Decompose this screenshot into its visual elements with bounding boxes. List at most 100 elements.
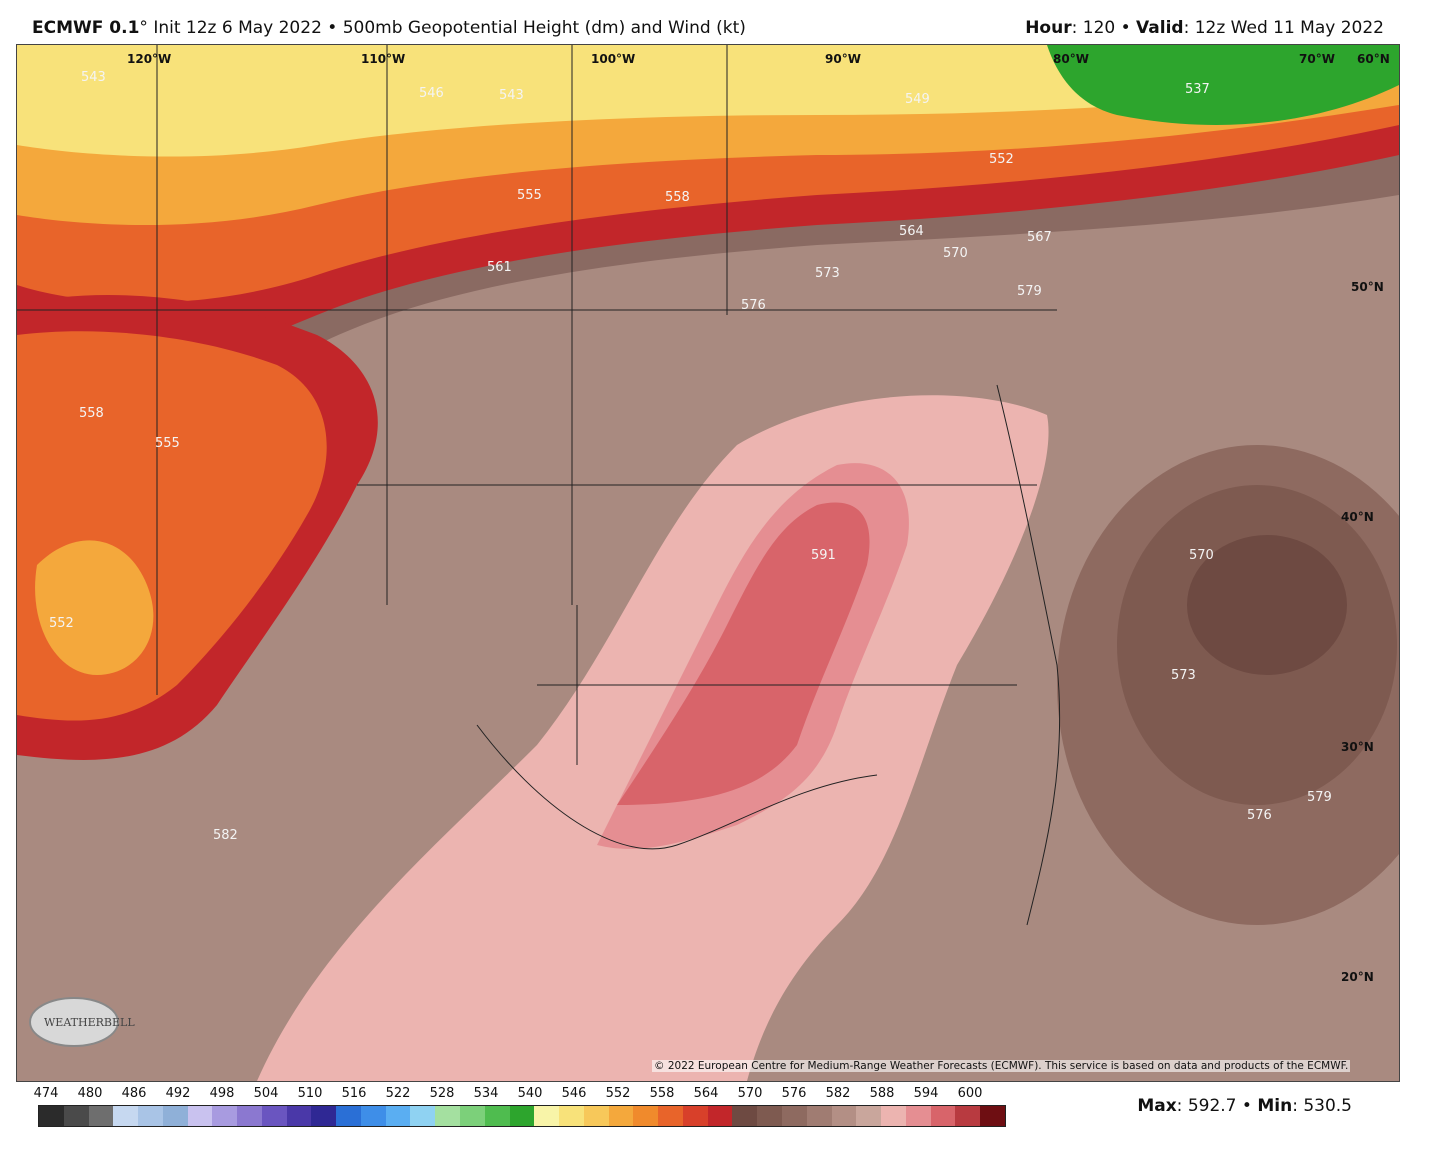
legend-swatch: [509, 1106, 535, 1126]
ridge-core: [617, 502, 870, 805]
legend-swatch: [905, 1106, 931, 1126]
legend-swatch: [138, 1106, 163, 1126]
legend-swatch: [435, 1106, 461, 1126]
lon-label-70w: 70°W: [1299, 52, 1335, 66]
contour-label-570-east: 570: [1189, 548, 1214, 563]
copyright-notice: © 2022 European Centre for Medium-Range …: [652, 1060, 1351, 1072]
contour-label-552: 552: [989, 152, 1014, 167]
trough-core: [35, 540, 154, 675]
legend-swatch: [781, 1106, 807, 1126]
contour-label-564: 564: [899, 224, 924, 239]
max-value: 592.7: [1187, 1096, 1237, 1116]
legend-swatch: [707, 1106, 733, 1126]
valid-separator: •: [1120, 18, 1131, 38]
lon-label-80w: 80°W: [1053, 52, 1089, 66]
legend-swatch: [757, 1106, 782, 1126]
contour-label-537: 537: [1185, 82, 1210, 97]
legend-swatch: [930, 1106, 956, 1126]
legend-swatch: [187, 1106, 213, 1126]
legend-swatch: [261, 1106, 287, 1126]
lon-label-120w: 120°W: [127, 52, 171, 66]
legend-tick-label: 564: [693, 1086, 719, 1101]
legend-swatch: [113, 1106, 139, 1126]
contour-label-546: 546: [419, 86, 444, 101]
hour-value: 120: [1082, 18, 1116, 38]
legend-swatch: [63, 1106, 89, 1126]
contour-label-579-east: 579: [1307, 790, 1332, 805]
legend-swatch: [88, 1106, 114, 1126]
legend-swatch: [608, 1106, 634, 1126]
legend-swatch: [583, 1106, 609, 1126]
legend-tick-label: 588: [869, 1086, 895, 1101]
contour-label-558: 558: [665, 190, 690, 205]
max-label: Max: [1137, 1096, 1177, 1116]
legend-swatch: [806, 1106, 832, 1126]
legend-tick-label: 528: [429, 1086, 455, 1101]
stats-separator: •: [1241, 1096, 1252, 1116]
color-legend: 474 480 486 492 498 504 510 516 522 528 534 540 546 5…: [34, 1086, 1006, 1127]
legend-swatch: [237, 1106, 262, 1126]
legend-swatch: [732, 1106, 758, 1126]
legend-tick-label: 498: [209, 1086, 235, 1101]
min-value: 530.5: [1303, 1096, 1352, 1116]
contour-label-573: 573: [815, 266, 840, 281]
lat-label-60n: 60°N: [1357, 52, 1390, 66]
legend-tick-label: 582: [825, 1086, 851, 1101]
valid-label: Valid: [1136, 18, 1184, 38]
legend-swatch: [831, 1106, 857, 1126]
legend-tick-label: 546: [561, 1086, 587, 1101]
legend-swatch: [980, 1106, 1005, 1126]
min-label: Min: [1257, 1096, 1293, 1116]
contour-label-558-west: 558: [79, 406, 104, 421]
legend-swatch: [633, 1106, 659, 1126]
product-name: 500mb Geopotential Height (dm) and Wind …: [342, 18, 746, 38]
contour-label-555: 555: [517, 188, 542, 203]
max-min-readout: Max: 592.7 • Min: 530.5: [1137, 1096, 1352, 1116]
legend-swatch: [955, 1106, 981, 1126]
legend-tick-label: 492: [165, 1086, 191, 1101]
contour-label-573-east: 573: [1171, 668, 1196, 683]
legend-swatch: [336, 1106, 361, 1126]
title-bar: ECMWF 0.1° Init 12z 6 May 2022 • 500mb G…: [32, 14, 1384, 42]
legend-swatch: [39, 1106, 64, 1126]
legend-tick-labels: 474 480 486 492 498 504 510 516 522 528 534 540 546 5…: [34, 1086, 1006, 1103]
model-name: ECMWF 0.1: [32, 18, 140, 38]
legend-swatch: [460, 1106, 485, 1126]
init-time: Init 12z 6 May 2022: [153, 18, 322, 38]
legend-swatch: [534, 1106, 560, 1126]
logo-text: WEATHERBELL: [44, 1016, 135, 1029]
legend-tick-label: 540: [517, 1086, 543, 1101]
low-core: [1187, 535, 1347, 675]
weatherbell-logo: WEATHERBELL: [29, 997, 135, 1047]
contour-label-591: 591: [811, 548, 836, 563]
band-546: [17, 45, 1399, 157]
weather-map: 120°W 110°W 100°W 90°W 80°W 70°W 60°N 50…: [16, 44, 1400, 1082]
legend-tick-label: 504: [253, 1086, 279, 1101]
legend-tick-label: 570: [737, 1086, 763, 1101]
lon-label-90w: 90°W: [825, 52, 861, 66]
map-graphic: 120°W 110°W 100°W 90°W 80°W 70°W 60°N 50…: [17, 45, 1399, 1081]
boundaries: [17, 45, 1061, 926]
lat-label-20n: 20°N: [1341, 970, 1374, 984]
contour-label-579: 579: [1017, 284, 1042, 299]
legend-tick-label: 552: [605, 1086, 631, 1101]
legend-swatch: [212, 1106, 238, 1126]
contour-label-561: 561: [487, 260, 512, 275]
model-title: ECMWF 0.1° Init 12z 6 May 2022 • 500mb G…: [32, 14, 746, 42]
legend-tick-label: 600: [957, 1086, 983, 1101]
legend-tick-label: 522: [385, 1086, 411, 1101]
legend-swatch: [286, 1106, 312, 1126]
valid-time-info: Hour: 120 • Valid: 12z Wed 11 May 2022: [1025, 18, 1384, 38]
title-separator: •: [327, 18, 338, 38]
legend-tick-label: 510: [297, 1086, 323, 1101]
legend-tick-label: 486: [121, 1086, 147, 1101]
legend-swatch: [682, 1106, 708, 1126]
contour-label-549: 549: [905, 92, 930, 107]
lat-label-50n: 50°N: [1351, 280, 1384, 294]
hour-label: Hour: [1025, 18, 1072, 38]
legend-swatch: [311, 1106, 337, 1126]
contour-label-555-west: 555: [155, 436, 180, 451]
contour-label-567: 567: [1027, 230, 1052, 245]
degree-symbol: °: [139, 18, 148, 38]
legend-tick-label: 576: [781, 1086, 807, 1101]
